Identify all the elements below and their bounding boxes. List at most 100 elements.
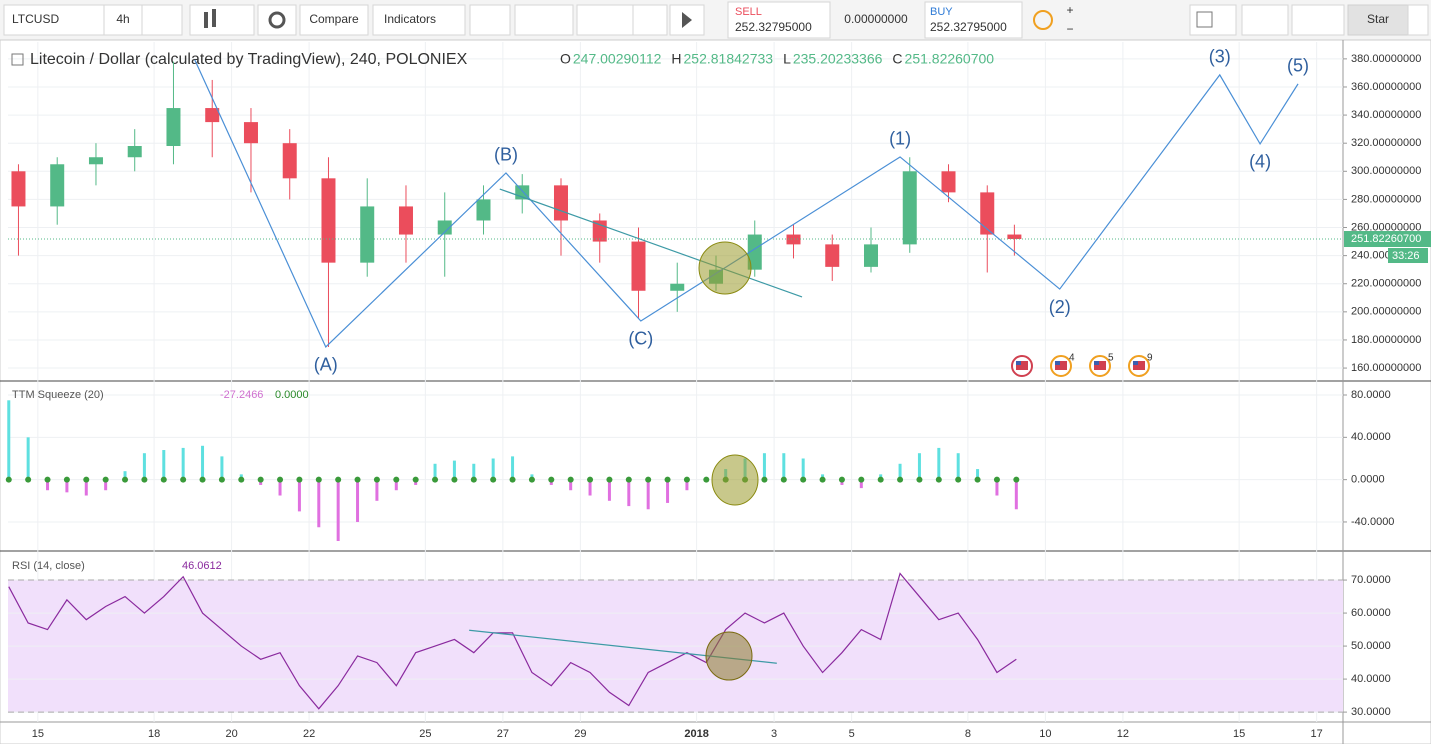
squeeze-dot <box>509 476 516 483</box>
load-button[interactable] <box>1241 4 1289 36</box>
candle-body <box>166 108 181 146</box>
candle-icon <box>212 9 216 27</box>
interval-button[interactable] <box>103 4 143 36</box>
squeeze-dot <box>858 476 865 483</box>
candle-body <box>980 192 995 235</box>
histogram-bar <box>917 453 921 480</box>
y-tick-label: 380.00000000 <box>1351 53 1421 65</box>
event-count: 4 <box>1069 353 1075 364</box>
histogram-bar <box>607 479 611 501</box>
buy-price: 252.32795000 <box>930 20 1007 34</box>
chart-style-button[interactable] <box>189 4 255 36</box>
histogram-bar <box>588 479 592 496</box>
squeeze-dot <box>63 476 70 483</box>
save-button[interactable] <box>1291 4 1345 36</box>
squeeze-dot <box>955 476 962 483</box>
squeeze-dot <box>238 476 245 483</box>
histogram-bar <box>336 479 340 542</box>
play-icon <box>682 12 692 28</box>
zoom-in[interactable]: + <box>1066 3 1073 17</box>
histogram-bar <box>995 479 999 496</box>
x-tick-label: 17 <box>1311 728 1323 740</box>
histogram-bar <box>278 479 282 496</box>
squeeze-dot <box>645 476 652 483</box>
squeeze-dot <box>83 476 90 483</box>
buy-button[interactable] <box>924 1 1023 39</box>
gear-icon <box>268 11 286 29</box>
sell-button[interactable] <box>727 1 831 39</box>
indicators-button[interactable] <box>372 4 466 36</box>
compare-button[interactable] <box>299 4 369 36</box>
ideas-button[interactable] <box>514 4 574 36</box>
interval: 4h <box>116 12 129 26</box>
squeeze-dot <box>160 476 167 483</box>
settings-button[interactable] <box>257 4 297 36</box>
squeeze-dot <box>838 476 845 483</box>
highlight-ellipse <box>711 454 759 506</box>
star-label: Star <box>1367 12 1389 26</box>
squeeze-dot <box>393 476 400 483</box>
y-tick-label: 40.0000 <box>1351 673 1391 685</box>
squeeze-dot <box>25 476 32 483</box>
x-tick-label: 18 <box>148 728 160 740</box>
y-tick-label: -40.0000 <box>1351 516 1394 528</box>
x-tick-label: 15 <box>1233 728 1245 740</box>
histogram-bar <box>201 445 205 480</box>
y-tick-label: 60.0000 <box>1351 607 1391 619</box>
wave-label: (C) <box>628 329 653 349</box>
menu-button[interactable] <box>141 4 183 36</box>
y-tick-label: 360.00000000 <box>1351 81 1421 93</box>
y-tick-label: 200.00000000 <box>1351 306 1421 318</box>
sell-label: SELL <box>735 6 762 18</box>
histogram-bar <box>104 479 108 491</box>
candle-body <box>631 241 646 291</box>
symbol-box[interactable] <box>3 4 105 36</box>
compare-label: Compare <box>309 12 359 26</box>
squeeze-dot <box>528 476 535 483</box>
histogram-bar <box>84 479 88 496</box>
squeeze-dot <box>180 476 187 483</box>
highlight-ellipse <box>705 631 753 681</box>
histogram-bar <box>956 453 960 480</box>
histogram-bar <box>666 479 670 503</box>
alert-button[interactable] <box>469 4 511 36</box>
histogram-bar <box>976 469 980 480</box>
histogram-bar <box>898 463 902 480</box>
undo-redo[interactable] <box>576 4 634 36</box>
ohlc-key: H <box>671 51 681 67</box>
candle-body <box>282 143 297 179</box>
histogram-bar <box>433 463 437 480</box>
event-count: 9 <box>1147 353 1153 364</box>
squeeze-dot <box>587 476 594 483</box>
x-tick-label: 15 <box>32 728 44 740</box>
histogram-bar <box>859 479 863 489</box>
wave-label: (3) <box>1209 47 1231 67</box>
candle-body <box>437 220 452 235</box>
chart-frame <box>0 39 1431 744</box>
squeeze-dot <box>683 476 690 483</box>
candle-body <box>88 157 103 165</box>
star-menu[interactable] <box>1407 4 1429 36</box>
squeeze-dot <box>1013 476 1020 483</box>
info-icon[interactable] <box>1033 10 1053 30</box>
indicator-value: 46.0612 <box>182 560 222 572</box>
rsi-line <box>8 572 1017 710</box>
squeeze-dot <box>44 476 51 483</box>
x-tick-label: 5 <box>849 728 855 740</box>
squeeze-dot <box>625 476 632 483</box>
candle-body <box>321 178 336 263</box>
fullscreen-button[interactable] <box>632 4 668 36</box>
histogram-bar <box>123 471 127 480</box>
plot-layer: 15 18 20 22 25 27 29 2018 3 5 8 10 12 15 17 160.0000000… <box>5 42 1431 740</box>
histogram-bar <box>937 447 941 480</box>
histogram-bar <box>491 458 495 480</box>
candle-body <box>786 234 801 245</box>
zoom-out[interactable]: − <box>1066 22 1073 36</box>
squeeze-dot <box>548 476 555 483</box>
candle-body <box>360 206 375 263</box>
indicator-title: TTM Squeeze (20) <box>12 389 104 401</box>
candle-body <box>243 122 258 144</box>
squeeze-dot <box>490 476 497 483</box>
histogram-bar <box>762 453 766 480</box>
